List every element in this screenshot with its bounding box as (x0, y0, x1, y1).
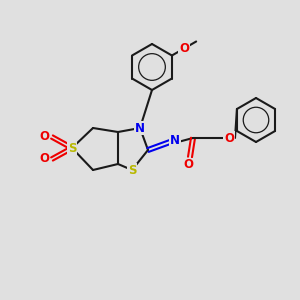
Text: O: O (39, 152, 49, 166)
Text: S: S (68, 142, 76, 154)
Text: O: O (39, 130, 49, 143)
Text: N: N (170, 134, 180, 146)
Text: O: O (179, 42, 189, 55)
Text: N: N (135, 122, 145, 134)
Text: O: O (224, 131, 234, 145)
Text: S: S (128, 164, 136, 176)
Text: O: O (183, 158, 193, 172)
